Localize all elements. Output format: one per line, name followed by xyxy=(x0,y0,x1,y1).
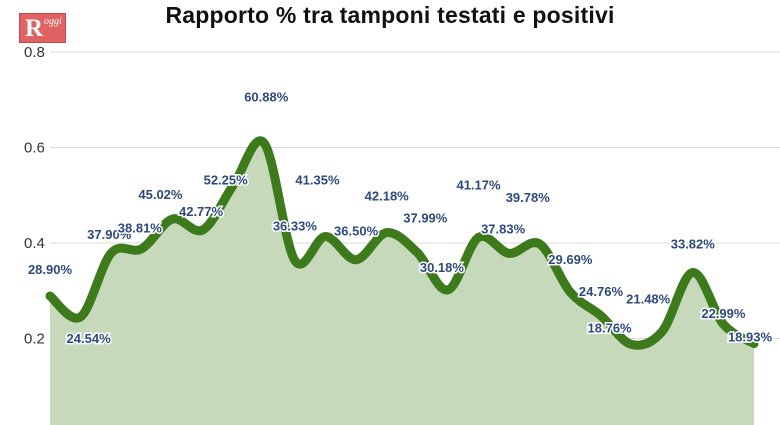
logo-letter: R xyxy=(25,15,44,42)
data-label: 60.88% xyxy=(244,89,289,104)
data-label: 36.50% xyxy=(334,224,379,239)
data-label: 42.18% xyxy=(365,189,410,204)
data-label: 39.78% xyxy=(506,190,551,205)
y-tick-label: 0.6 xyxy=(24,140,45,157)
data-label: 52.25% xyxy=(204,173,249,188)
data-label: 33.82% xyxy=(671,237,716,252)
data-label: 21.48% xyxy=(626,291,671,306)
data-label: 42.77% xyxy=(179,204,224,219)
y-tick-label: 0.8 xyxy=(24,44,45,61)
data-label: 37.90% xyxy=(87,227,132,242)
data-label: 29.69% xyxy=(548,252,593,267)
area-fill xyxy=(50,140,754,425)
y-axis-ticks: 0.2 0.4 0.6 0.8 xyxy=(24,44,45,348)
y-tick-label: 0.2 xyxy=(24,331,45,348)
data-label: 36.33% xyxy=(273,219,318,234)
data-label: 45.02% xyxy=(138,187,183,202)
data-label: 24.76% xyxy=(579,284,624,299)
data-label: 18.76% xyxy=(588,320,633,335)
y-tick-label: 0.4 xyxy=(24,235,45,252)
data-label: 41.17% xyxy=(456,177,501,192)
series-line xyxy=(45,136,759,350)
data-labels: 28.90% 24.54% 37.90%38.81% 45.02% 42.77% 52.2… xyxy=(26,88,774,348)
data-label: 30.18% xyxy=(420,260,465,275)
data-label: 41.35% xyxy=(295,173,340,188)
data-label: 37.99% xyxy=(403,211,448,226)
chart-title: Rapporto % tra tamponi testati e positiv… xyxy=(165,2,615,28)
data-label: 38.81% xyxy=(118,221,163,236)
data-label: 22.99% xyxy=(701,306,746,321)
data-label: 28.90% xyxy=(28,262,73,277)
logo: R oggi xyxy=(19,13,66,43)
data-label: 37.83% xyxy=(481,221,526,236)
data-label: 24.54% xyxy=(67,331,112,346)
logo-small-text: oggi xyxy=(44,16,62,27)
data-label: 18.93% xyxy=(728,330,773,345)
